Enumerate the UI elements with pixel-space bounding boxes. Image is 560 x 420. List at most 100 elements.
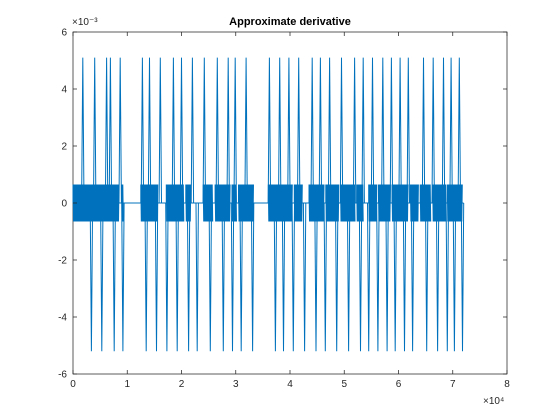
- oscillation-band: [185, 184, 192, 222]
- spike-down: [239, 202, 243, 352]
- oscillation-band: [446, 184, 463, 222]
- x-tick-label: 3: [233, 379, 239, 390]
- spike-down: [175, 202, 179, 352]
- ticks-layer: 0 1 2 3 4 5 6 7 8 -6 -4 -2 0 2 4 6: [58, 28, 510, 391]
- spike-down: [208, 202, 212, 352]
- spike-up: [381, 57, 385, 204]
- x-tick-label: 8: [504, 379, 510, 390]
- spike-up: [267, 57, 272, 204]
- spike-down: [302, 202, 307, 352]
- spike-down: [376, 202, 380, 352]
- spike-up: [327, 57, 332, 204]
- spike-down: [323, 202, 327, 352]
- spike-up: [147, 57, 152, 204]
- x-tick-label: 0: [70, 379, 76, 390]
- spike-up: [339, 57, 344, 204]
- x-axis-exponent: ×10⁴: [483, 396, 504, 407]
- y-tick-label: 6: [61, 28, 67, 39]
- y-tick-label: 2: [61, 142, 67, 153]
- spike-down: [186, 202, 191, 352]
- y-axis-exponent: ×10⁻³: [72, 17, 98, 28]
- oscillation-band: [202, 184, 214, 222]
- y-tick-label: 0: [61, 199, 67, 210]
- spike-up: [352, 57, 357, 204]
- spike-down: [410, 202, 415, 352]
- spike-up: [93, 57, 97, 204]
- spike-up: [297, 57, 301, 204]
- spike-down: [273, 202, 278, 352]
- oscillation-band: [140, 184, 159, 222]
- spike-down: [435, 202, 440, 352]
- spike-down: [445, 202, 449, 352]
- spike-down: [221, 202, 225, 352]
- spike-down: [89, 202, 94, 352]
- spike-down: [452, 202, 457, 352]
- spike-down: [100, 202, 104, 352]
- x-tick-label: 1: [124, 379, 130, 390]
- x-tick-label: 4: [287, 379, 293, 390]
- spike-down: [393, 202, 397, 352]
- oscillation-band: [165, 184, 185, 222]
- oscillation-band: [293, 184, 303, 222]
- spike-up: [310, 57, 314, 204]
- spike-down: [367, 202, 371, 352]
- spike-up: [431, 57, 435, 204]
- spike-up: [441, 57, 446, 204]
- y-tick-label: -2: [58, 256, 67, 267]
- spike-up: [318, 57, 323, 204]
- spike-up: [244, 57, 248, 204]
- spike-down: [291, 202, 295, 352]
- spike-up: [226, 57, 230, 204]
- spike-down: [281, 202, 286, 352]
- spike-down: [460, 202, 465, 352]
- plot-area: 0 1 2 3 4 5 6 7 8 -6 -4 -2 0 2 4 6: [58, 28, 510, 391]
- x-tick-label: 5: [341, 379, 347, 390]
- spike-up: [158, 57, 162, 204]
- spike-down: [402, 202, 407, 352]
- spike-down: [144, 202, 148, 352]
- spike-down: [358, 202, 363, 352]
- y-tick-label: -6: [58, 370, 67, 381]
- oscillation-band: [377, 184, 391, 222]
- spike-down: [230, 202, 235, 352]
- y-tick-label: -4: [58, 313, 67, 324]
- spike-down: [195, 202, 199, 352]
- spike-up: [233, 57, 237, 204]
- spike-up: [190, 57, 195, 204]
- spike-down: [314, 202, 318, 352]
- x-tick-label: 2: [179, 379, 185, 390]
- x-tick-label: 7: [450, 379, 456, 390]
- spike-up: [398, 57, 402, 204]
- spike-up: [179, 57, 184, 204]
- spike-down: [165, 202, 169, 352]
- chart-title: Approximate derivative: [229, 16, 351, 28]
- spike-up: [370, 57, 375, 204]
- spike-up: [287, 57, 291, 204]
- spike-up: [389, 57, 394, 204]
- spike-up: [202, 57, 206, 204]
- spike-down: [112, 202, 116, 352]
- spike-up: [361, 57, 365, 204]
- oscillation-band: [238, 184, 254, 222]
- spike-down: [250, 202, 255, 352]
- spike-up: [457, 57, 461, 204]
- spike-down: [335, 202, 339, 352]
- spike-up: [104, 57, 109, 204]
- spike-up: [449, 57, 453, 204]
- y-tick-label: 4: [61, 85, 67, 96]
- oscillation-band: [419, 184, 432, 222]
- series-layer: [72, 57, 465, 352]
- spike-up: [140, 57, 145, 204]
- spike-down: [425, 202, 429, 352]
- oscillation-band: [409, 184, 419, 222]
- spike-up: [108, 57, 113, 204]
- spike-up: [278, 57, 282, 204]
- spike-down: [346, 202, 351, 352]
- spike-up: [421, 57, 426, 204]
- x-tick-label: 6: [396, 379, 402, 390]
- spike-up: [406, 57, 410, 204]
- oscillation-band: [325, 184, 340, 222]
- spike-up: [81, 57, 85, 204]
- spike-up: [215, 57, 219, 204]
- spike-down: [385, 202, 389, 352]
